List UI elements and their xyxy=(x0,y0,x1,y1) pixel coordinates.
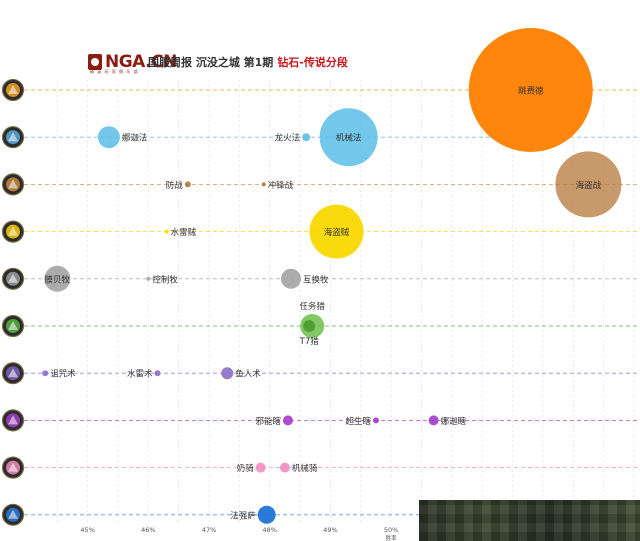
chart-title-main: 国服周报 沉没之城 第1期 xyxy=(148,56,274,69)
bubbles xyxy=(42,28,622,524)
demonhunter-icon xyxy=(1,409,25,432)
bubble-label-10: 控制牧 xyxy=(152,274,178,285)
bubble-11 xyxy=(280,268,301,289)
video-thumbnail xyxy=(419,500,640,541)
bubble-17 xyxy=(282,415,293,426)
class-icons xyxy=(1,78,25,526)
bubble-label-4: 海盗战 xyxy=(576,180,602,191)
chart-title: 国服周报 沉没之城 第1期 钻石-传说分段 xyxy=(148,54,348,70)
bubble-7 xyxy=(309,204,364,259)
bubble-2 xyxy=(302,133,311,142)
bubble-label-14: 诅咒术 xyxy=(50,369,76,380)
bubble-4 xyxy=(555,151,622,218)
bubble-19 xyxy=(428,415,439,426)
class-icon-glyph xyxy=(8,368,18,378)
bubble-label-2: 龙火法 xyxy=(275,133,301,144)
mage-icon xyxy=(1,126,25,149)
druid-icon xyxy=(1,362,25,385)
bubble-label-6: 冲锋战 xyxy=(268,180,294,191)
bubble-label-15: 水雷术 xyxy=(127,369,153,380)
chart-title-rank: 钻石-传说分段 xyxy=(277,56,348,69)
bubble-9 xyxy=(44,265,71,292)
bubble-0 xyxy=(468,28,593,152)
bubble-3 xyxy=(319,108,378,167)
x-axis-label: 胜率 xyxy=(386,534,398,541)
warrior-icon xyxy=(1,173,25,196)
x-tick-label-0: 45% xyxy=(80,526,94,534)
rogue-icon xyxy=(1,220,25,243)
class-icon-glyph xyxy=(8,226,18,236)
bubble-10 xyxy=(146,276,151,281)
bubble-label-21: 机械骑 xyxy=(292,463,318,474)
x-tick-label-3: 48% xyxy=(263,526,277,534)
bubble-21 xyxy=(279,462,290,473)
shaman-icon xyxy=(1,503,25,526)
logo-subtitle: 精 英 玩 家 俱 乐 部 xyxy=(90,69,139,74)
hunter-icon xyxy=(1,314,25,338)
bubble-13 xyxy=(303,320,316,332)
bubble-label-19: 娜迦瞎 xyxy=(441,416,467,427)
bubble-18 xyxy=(372,417,379,424)
bubble-label-1: 娜迦法 xyxy=(122,133,148,144)
grid xyxy=(57,80,635,523)
bubble-5 xyxy=(184,181,191,188)
bubble-1 xyxy=(97,126,120,149)
bubble-8 xyxy=(164,229,169,234)
bubble-label-16: 鱼人术 xyxy=(235,369,261,380)
bubble-14 xyxy=(42,370,49,377)
bubble-label-7: 海盗贼 xyxy=(324,227,350,238)
bubble-label-17: 邪能瞎 xyxy=(255,416,281,427)
priest-icon xyxy=(1,267,25,290)
bubble-label-18: 超生瞎 xyxy=(345,416,371,427)
x-tick-label-5: 50% xyxy=(384,526,398,534)
nga-logo: NGA.CN xyxy=(88,52,177,72)
bubble-label-11: 互换牧 xyxy=(303,274,329,285)
class-icon-glyph xyxy=(8,132,18,142)
logo-text: NGA.CN xyxy=(105,52,177,72)
bubble-label-8: 水雷贼 xyxy=(171,227,197,238)
class-icon-glyph xyxy=(8,321,18,330)
class-icon-glyph xyxy=(8,179,18,189)
paladin-icon xyxy=(1,456,25,479)
x-tick-label-2: 47% xyxy=(202,526,216,534)
bubble-6 xyxy=(261,182,266,187)
bubble-label-22: 法强萨 xyxy=(230,510,256,521)
class-icon-glyph xyxy=(8,415,18,425)
bubble-15 xyxy=(154,370,161,377)
bubble-label-3: 机械法 xyxy=(336,133,362,144)
nga-logo-mark-icon xyxy=(88,54,102,70)
class-icon-glyph xyxy=(8,273,18,283)
bubble-label-5: 防战 xyxy=(166,180,184,191)
bubble-16 xyxy=(221,367,234,380)
bubble-22 xyxy=(257,505,276,524)
x-tick-label-1: 46% xyxy=(141,526,155,534)
bubble-label-0: 跳费德 xyxy=(518,86,544,97)
class-icon-glyph xyxy=(8,462,18,472)
x-tick-label-4: 49% xyxy=(323,526,337,534)
x-axis: 45% 46% 47% 48% 49% 50%胜率 xyxy=(80,526,398,541)
bubble-label-9: 膜贝牧 xyxy=(45,274,71,285)
bubble-label-20: 奶骑 xyxy=(237,463,255,474)
bubble-label-12: 任务猎 xyxy=(299,301,325,312)
bubble-20 xyxy=(255,462,266,473)
class-icon-glyph xyxy=(8,509,18,519)
class-icon-glyph xyxy=(8,85,18,94)
warlock-icon xyxy=(1,78,25,102)
bubble-label-13: T7猎 xyxy=(299,336,320,347)
